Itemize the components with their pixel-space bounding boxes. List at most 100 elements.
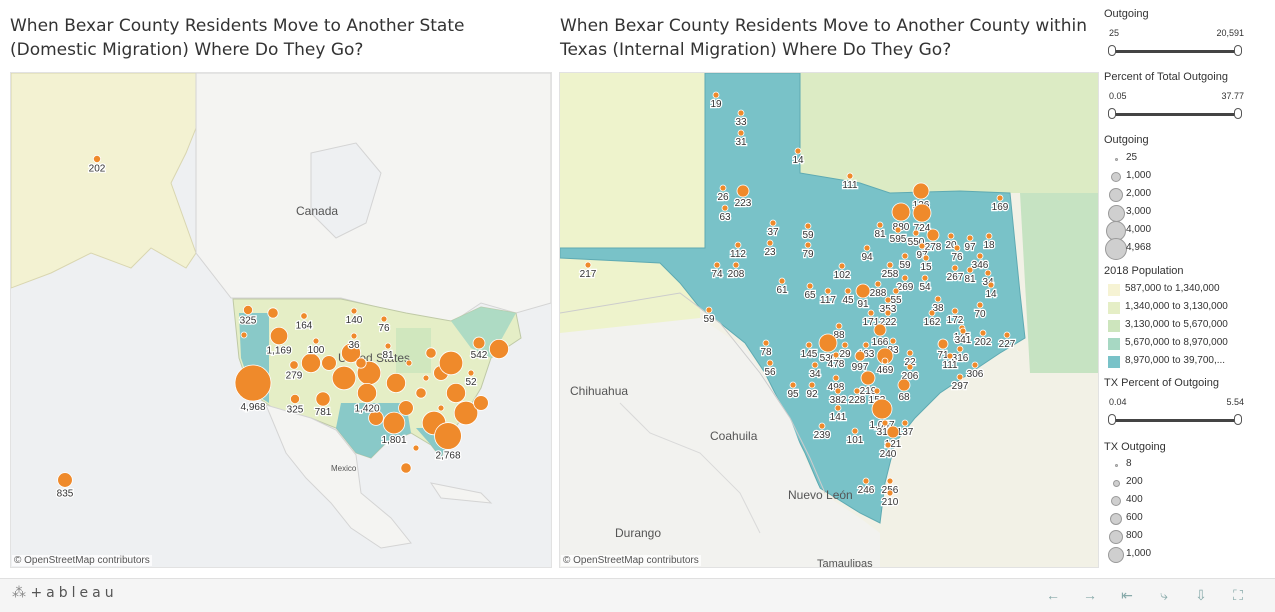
- texas-4-marker[interactable]: [719, 184, 727, 192]
- texas-16-marker[interactable]: [912, 229, 920, 237]
- state-marker[interactable]: [415, 387, 427, 399]
- texas-90-marker[interactable]: [871, 398, 893, 420]
- state-marker[interactable]: [445, 382, 466, 403]
- texas-5-marker[interactable]: [736, 184, 750, 198]
- texas-60-marker[interactable]: [979, 329, 987, 337]
- state-marker[interactable]: [437, 404, 445, 412]
- texas-93-marker[interactable]: [818, 422, 826, 430]
- state-marker[interactable]: [488, 338, 509, 359]
- texas-41-marker[interactable]: [806, 282, 814, 290]
- texas-59-marker[interactable]: [959, 327, 967, 335]
- texas-66-marker[interactable]: [937, 338, 949, 350]
- texas-91-marker[interactable]: [881, 419, 889, 427]
- texas-55-marker[interactable]: [951, 307, 959, 315]
- texas-24-marker[interactable]: [863, 244, 871, 252]
- texas-94-marker[interactable]: [851, 427, 859, 435]
- texas-22-marker[interactable]: [766, 239, 774, 247]
- texas-23-marker[interactable]: [804, 241, 812, 249]
- state-marker[interactable]: [422, 374, 430, 382]
- texas-42-marker[interactable]: [824, 287, 832, 295]
- texas-50-marker[interactable]: [976, 301, 984, 309]
- percent-slider-min-handle[interactable]: [1108, 108, 1116, 119]
- texas-39-marker[interactable]: [984, 269, 992, 277]
- texas-68-marker[interactable]: [762, 339, 770, 347]
- texas-99-marker[interactable]: [886, 489, 894, 497]
- texas-57-marker[interactable]: [873, 323, 887, 337]
- texas-40-marker[interactable]: [778, 277, 786, 285]
- texas-53-marker[interactable]: [884, 309, 892, 317]
- domestic-5-marker[interactable]: [350, 307, 358, 315]
- texas-86-marker[interactable]: [853, 387, 861, 395]
- texas-49-marker[interactable]: [884, 296, 892, 304]
- state-marker[interactable]: [300, 352, 321, 373]
- download-icon[interactable]: ⇩: [1195, 587, 1207, 603]
- texas-79-marker[interactable]: [971, 361, 979, 369]
- texas-map-svg[interactable]: Chihuahua Coahuila Nuevo León Durango Ta…: [560, 73, 1098, 567]
- texas-65-marker[interactable]: [889, 337, 897, 345]
- state-marker[interactable]: [321, 355, 337, 371]
- texas-9-marker[interactable]: [996, 194, 1004, 202]
- tx-percent-range-slider[interactable]: [1108, 414, 1242, 425]
- texas-73-marker[interactable]: [906, 349, 914, 357]
- domestic-17-marker[interactable]: [472, 336, 486, 350]
- texas-70-marker[interactable]: [832, 351, 840, 359]
- texas-47-marker[interactable]: [934, 295, 942, 303]
- texas-89-marker[interactable]: [834, 404, 842, 412]
- texas-88-marker[interactable]: [897, 378, 911, 392]
- texas-52-marker[interactable]: [867, 309, 875, 317]
- texas-13-marker[interactable]: [912, 203, 932, 223]
- texas-19-marker[interactable]: [966, 234, 974, 242]
- texas-69-marker[interactable]: [805, 341, 813, 349]
- domestic-8-marker[interactable]: [312, 337, 320, 345]
- texas-28-marker[interactable]: [953, 244, 961, 252]
- texas-15-marker[interactable]: [894, 226, 902, 234]
- texas-76-marker[interactable]: [811, 361, 819, 369]
- texas-27-marker[interactable]: [922, 254, 930, 262]
- texas-71-marker[interactable]: [854, 350, 866, 362]
- texas-98-marker[interactable]: [886, 477, 894, 485]
- texas-35-marker[interactable]: [901, 274, 909, 282]
- revert-icon[interactable]: ⇤: [1121, 587, 1133, 603]
- state-marker[interactable]: [425, 347, 437, 359]
- domestic-14-marker[interactable]: [356, 382, 378, 404]
- texas-62-marker[interactable]: [818, 333, 838, 353]
- texas-85-marker[interactable]: [834, 387, 842, 395]
- domestic-18-marker[interactable]: [467, 369, 475, 377]
- domestic-16-marker[interactable]: [434, 422, 462, 450]
- texas-26-marker[interactable]: [901, 252, 909, 260]
- domestic-13-marker[interactable]: [315, 391, 331, 407]
- state-marker[interactable]: [240, 331, 248, 339]
- texas-17-marker[interactable]: [926, 228, 940, 242]
- texas-54-marker[interactable]: [928, 309, 936, 317]
- texas-38-marker[interactable]: [966, 266, 974, 274]
- texas-63-marker[interactable]: [841, 341, 849, 349]
- domestic-0-marker[interactable]: [92, 154, 102, 164]
- texas-0-marker[interactable]: [712, 91, 720, 99]
- texas-7-marker[interactable]: [846, 172, 854, 180]
- state-marker[interactable]: [385, 372, 406, 393]
- domestic-2-marker[interactable]: [242, 304, 254, 316]
- domestic-3-marker[interactable]: [269, 326, 289, 346]
- fullscreen-icon[interactable]: ⛶: [1233, 587, 1243, 603]
- undo-icon[interactable]: ←: [1046, 587, 1060, 603]
- state-marker[interactable]: [340, 342, 361, 363]
- state-marker[interactable]: [405, 359, 413, 367]
- texas-6-marker[interactable]: [721, 204, 729, 212]
- domestic-4-marker[interactable]: [300, 312, 308, 320]
- texas-1-marker[interactable]: [737, 109, 745, 117]
- texas-95-marker[interactable]: [886, 425, 900, 439]
- texas-2-marker[interactable]: [737, 129, 745, 137]
- texas-87-marker[interactable]: [873, 387, 881, 395]
- texas-92-marker[interactable]: [901, 419, 909, 427]
- outgoing-slider-min-handle[interactable]: [1108, 45, 1116, 56]
- texas-80-marker[interactable]: [956, 373, 964, 381]
- texas-12-marker[interactable]: [891, 202, 911, 222]
- texas-97-marker[interactable]: [862, 477, 870, 485]
- texas-77-marker[interactable]: [881, 357, 889, 365]
- texas-31-marker[interactable]: [713, 261, 721, 269]
- state-marker[interactable]: [398, 400, 414, 416]
- state-marker[interactable]: [368, 410, 384, 426]
- share-icon[interactable]: ⤷: [1160, 587, 1168, 603]
- percent-range-slider[interactable]: [1108, 108, 1242, 119]
- texas-3-marker[interactable]: [794, 147, 802, 155]
